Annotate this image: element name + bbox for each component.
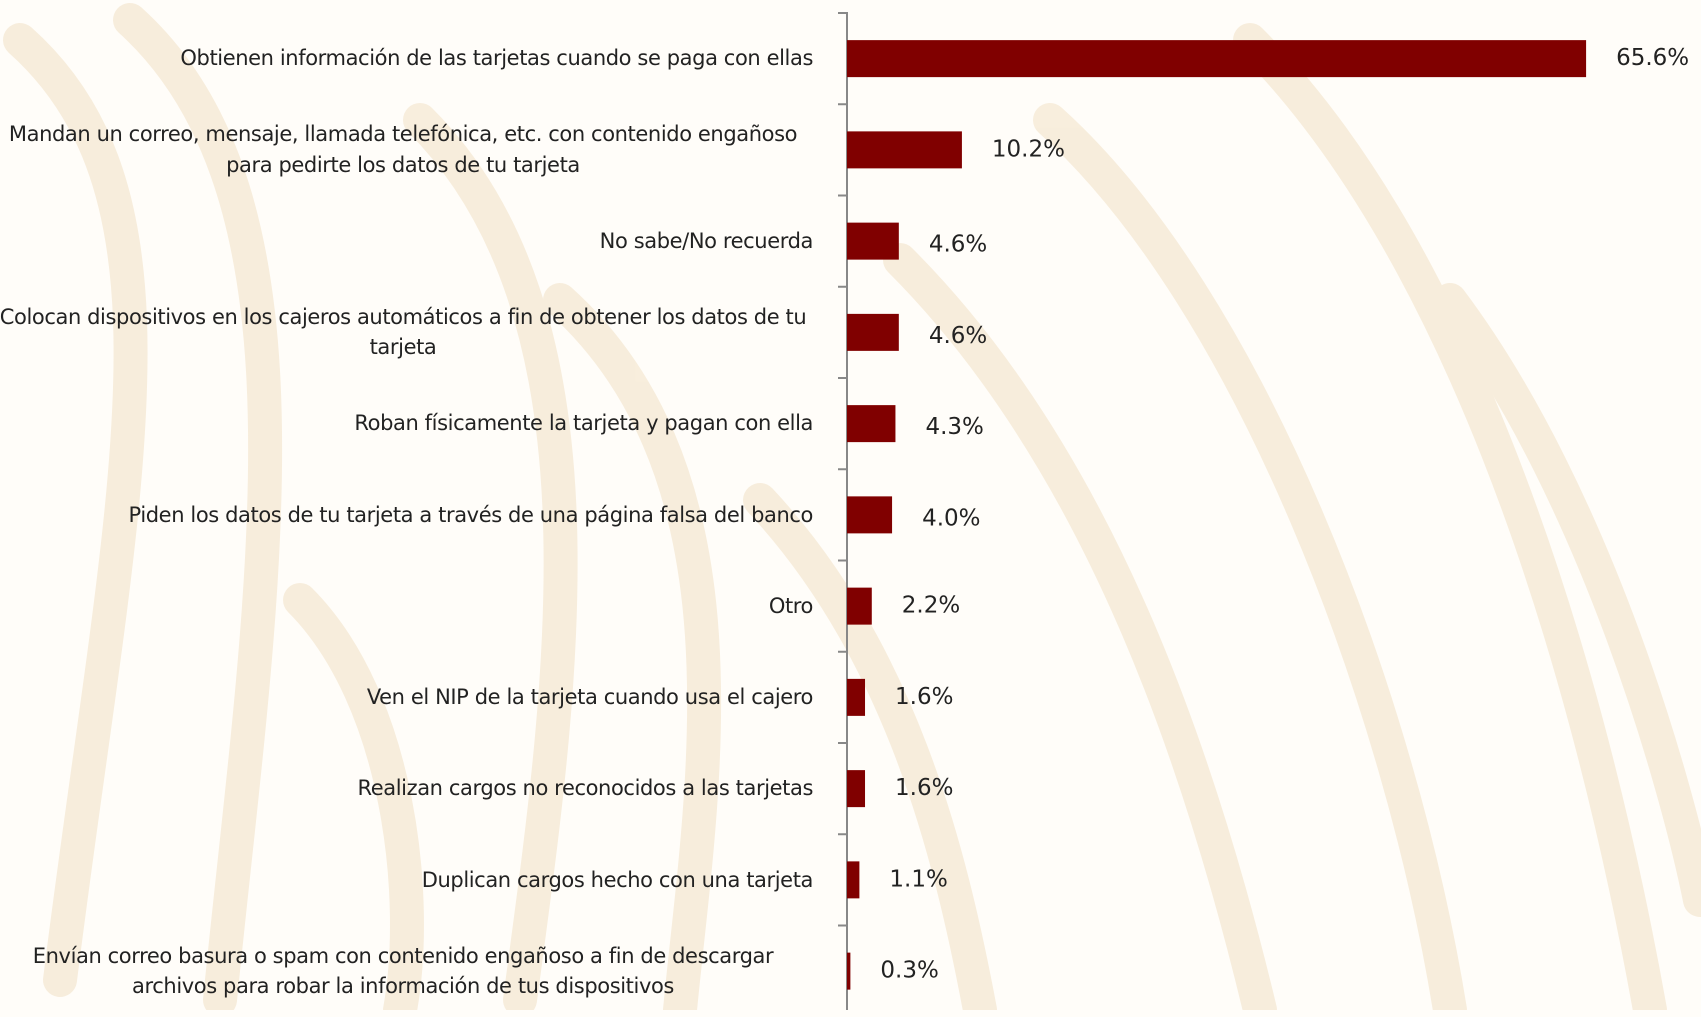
value-label: 1.1%: [889, 866, 947, 892]
bar: [847, 222, 899, 260]
category-label: Otro: [768, 593, 814, 618]
bar: [847, 770, 866, 808]
category-label-box: Piden los datos de tu tarjeta a través d…: [0, 469, 814, 560]
bar: [847, 952, 851, 990]
bar: [847, 405, 896, 443]
category-label-box: Mandan un correo, mensaje, llamada telef…: [0, 104, 813, 195]
category-label-box: Envían correo basura o spam con contenid…: [0, 926, 813, 1017]
category-label: No sabe/No recuerda: [599, 228, 814, 253]
bar: [847, 861, 860, 899]
category-label-box: Colocan dispositivos en los cajeros auto…: [0, 287, 813, 378]
bar: [847, 678, 866, 716]
category-label-box: Roban físicamente la tarjeta y pagan con…: [0, 378, 813, 469]
value-label: 1.6%: [895, 775, 953, 801]
category-label-box: Duplican cargos hecho con una tarjeta: [0, 834, 814, 925]
bar: [847, 40, 1587, 78]
category-label: Duplican cargos hecho con una tarjeta: [421, 867, 814, 892]
category-label-box: No sabe/No recuerda: [0, 196, 814, 287]
category-label: Colocan dispositivos en los cajeros auto…: [0, 304, 807, 360]
value-label: 4.3%: [925, 414, 983, 440]
category-label: Ven el NIP de la tarjeta cuando usa el c…: [366, 685, 814, 710]
value-label: 4.6%: [929, 323, 987, 349]
bar: [847, 131, 962, 169]
bar: [847, 313, 899, 351]
category-label: Mandan un correo, mensaje, llamada telef…: [8, 122, 798, 177]
value-label: 4.0%: [922, 505, 980, 531]
category-label-box: Obtienen información de las tarjetas cua…: [0, 13, 813, 104]
bar: [847, 496, 893, 534]
category-label-box: Otro: [0, 561, 814, 652]
category-label: Roban físicamente la tarjeta y pagan con…: [354, 411, 813, 436]
value-label: 10.2%: [992, 136, 1065, 162]
value-label: 0.3%: [880, 958, 938, 984]
category-label-box: Realizan cargos no reconocidos a las tar…: [0, 743, 813, 834]
value-label: 2.2%: [902, 593, 960, 619]
value-label: 4.6%: [929, 232, 987, 258]
value-label: 65.6%: [1616, 45, 1689, 71]
category-label: Realizan cargos no reconocidos a las tar…: [357, 776, 813, 801]
category-label: Obtienen información de las tarjetas cua…: [180, 46, 813, 71]
value-label: 1.6%: [895, 684, 953, 710]
category-label: Envían correo basura o spam con contenid…: [32, 943, 774, 999]
category-label: Piden los datos de tu tarjeta a través d…: [128, 502, 814, 527]
category-label-box: Ven el NIP de la tarjeta cuando usa el c…: [0, 652, 814, 743]
bar: [847, 587, 872, 625]
